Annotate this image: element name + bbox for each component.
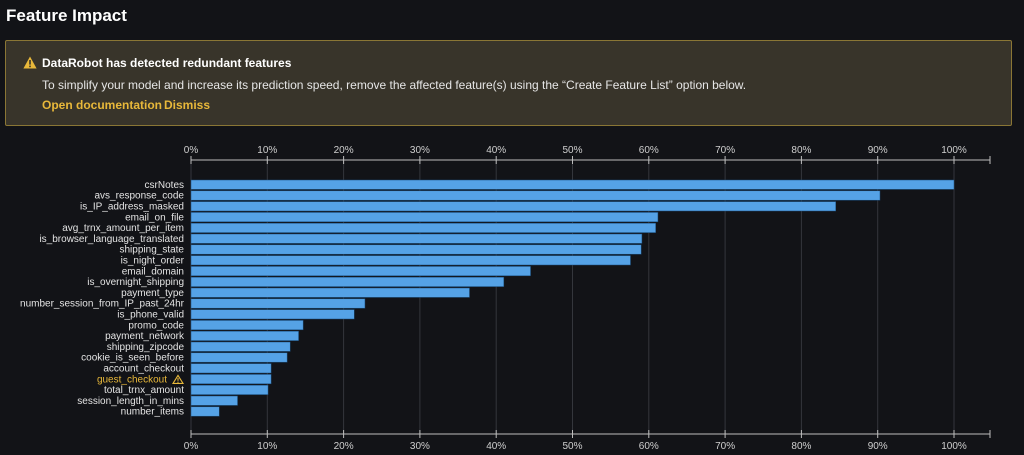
feature-label-is_browser_language_translated: is_browser_language_translated — [39, 234, 184, 245]
bar-is_phone_valid[interactable] — [190, 309, 355, 320]
bar-number_items[interactable] — [190, 406, 220, 417]
chart-feature-labels: csrNotesavs_response_codeis_IP_address_m… — [20, 180, 185, 418]
feature-label-email_domain: email_domain — [122, 266, 184, 277]
bottom-tick-label: 20% — [334, 441, 354, 452]
feature-label-guest_checkout: guest_checkout — [97, 374, 167, 385]
bar-payment_type[interactable] — [190, 287, 470, 298]
warning-icon — [23, 56, 37, 69]
bottom-tick-label: 50% — [562, 441, 582, 452]
bar-payment_network[interactable] — [190, 330, 299, 341]
top-tick-label: 20% — [334, 145, 354, 156]
bottom-tick-label: 60% — [639, 441, 659, 452]
feature-label-promo_code: promo_code — [128, 320, 184, 331]
feature-label-number_session_from_IP_past_24hr: number_session_from_IP_past_24hr — [20, 299, 185, 310]
bar-avs_response_code[interactable] — [190, 190, 881, 201]
chart-axes: 0% 0% 10% 10% 20% 20% 30% 30% 40% 40% 50% 50% 60% 60%… — [184, 145, 991, 452]
bottom-tick-label: 70% — [715, 441, 735, 452]
feature-label-payment_network: payment_network — [105, 331, 185, 342]
bar-guest_checkout[interactable] — [190, 374, 272, 385]
bar-shipping_state[interactable] — [190, 244, 642, 255]
top-tick-label: 90% — [868, 145, 888, 156]
bottom-tick-label: 80% — [791, 441, 811, 452]
bar-account_checkout[interactable] — [190, 363, 272, 374]
feature-label-account_checkout: account_checkout — [103, 364, 184, 375]
feature-label-email_on_file: email_on_file — [125, 212, 184, 223]
bar-cookie_is_seen_before[interactable] — [190, 352, 288, 363]
bar-csrNotes[interactable] — [190, 179, 955, 190]
feature-label-session_length_in_mins: session_length_in_mins — [77, 396, 184, 407]
alert-title: DataRobot has detected redundant feature… — [42, 56, 292, 70]
feature-label-shipping_state: shipping_state — [120, 245, 185, 256]
top-tick-label: 80% — [791, 145, 811, 156]
bar-is_overnight_shipping[interactable] — [190, 276, 505, 287]
bar-is_IP_address_masked[interactable] — [190, 201, 836, 212]
bottom-tick-label: 40% — [486, 441, 506, 452]
top-tick-label: 40% — [486, 145, 506, 156]
bar-shipping_zipcode[interactable] — [190, 341, 291, 352]
top-tick-label: 0% — [184, 145, 199, 156]
bar-is_browser_language_translated[interactable] — [190, 233, 643, 244]
feature-label-csrNotes: csrNotes — [145, 180, 184, 191]
feature-label-total_trnx_amount: total_trnx_amount — [104, 385, 184, 396]
top-tick-label: 70% — [715, 145, 735, 156]
bar-total_trnx_amount[interactable] — [190, 384, 269, 395]
top-tick-label: 50% — [562, 145, 582, 156]
bar-session_length_in_mins[interactable] — [190, 395, 238, 406]
top-tick-label: 60% — [639, 145, 659, 156]
feature-label-is_IP_address_masked: is_IP_address_masked — [80, 202, 184, 213]
bar-number_session_from_IP_past_24hr[interactable] — [190, 298, 366, 309]
bottom-tick-label: 0% — [184, 441, 199, 452]
feature-label-avs_response_code: avs_response_code — [94, 191, 184, 202]
open-documentation-link[interactable]: Open documentation — [42, 98, 162, 112]
feature-label-is_night_order: is_night_order — [121, 256, 185, 267]
bottom-tick-label: 100% — [941, 441, 967, 452]
feature-label-shipping_zipcode: shipping_zipcode — [107, 342, 185, 353]
top-tick-label: 100% — [941, 145, 967, 156]
feature-label-is_phone_valid: is_phone_valid — [117, 310, 184, 321]
top-tick-label: 30% — [410, 145, 430, 156]
bottom-tick-label: 10% — [257, 441, 277, 452]
page-title: Feature Impact — [6, 6, 127, 25]
bar-is_night_order[interactable] — [190, 255, 631, 266]
chart-bars — [190, 179, 955, 417]
top-tick-label: 10% — [257, 145, 277, 156]
feature-label-avg_trnx_amount_per_item: avg_trnx_amount_per_item — [62, 223, 184, 234]
bar-promo_code[interactable] — [190, 320, 304, 331]
alert-message: To simplify your model and increase its … — [42, 78, 747, 92]
bar-email_domain[interactable] — [190, 266, 531, 277]
feature-label-number_items: number_items — [121, 407, 184, 418]
bottom-tick-label: 90% — [868, 441, 888, 452]
feature-label-payment_type: payment_type — [121, 288, 184, 299]
redundant-warning-icon — [172, 374, 184, 384]
feature-label-cookie_is_seen_before: cookie_is_seen_before — [81, 353, 184, 364]
bottom-tick-label: 30% — [410, 441, 430, 452]
dismiss-link[interactable]: Dismiss — [164, 98, 211, 112]
feature-label-is_overnight_shipping: is_overnight_shipping — [87, 277, 184, 288]
redundant-features-alert: DataRobot has detected redundant feature… — [5, 40, 1012, 126]
bar-email_on_file[interactable] — [190, 212, 659, 223]
bar-avg_trnx_amount_per_item[interactable] — [190, 222, 656, 233]
